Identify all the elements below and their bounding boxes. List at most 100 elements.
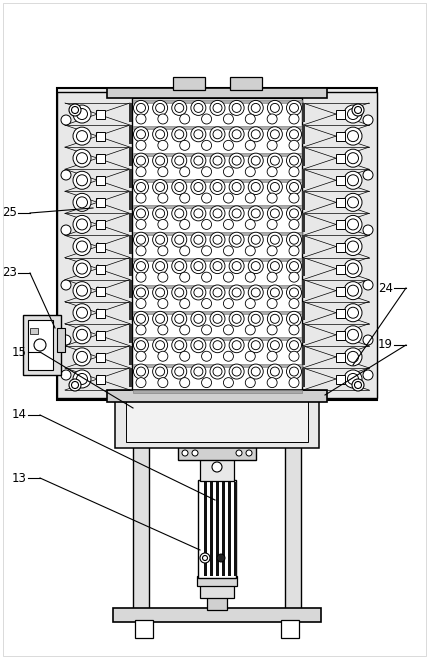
Bar: [234, 482, 237, 576]
Bar: [302, 235, 305, 254]
Circle shape: [248, 179, 263, 194]
Circle shape: [210, 153, 225, 168]
Circle shape: [136, 272, 146, 282]
Circle shape: [210, 337, 225, 353]
Bar: [129, 214, 132, 232]
Bar: [30, 328, 38, 334]
Circle shape: [229, 232, 244, 247]
Circle shape: [76, 241, 88, 252]
Text: 19: 19: [378, 339, 393, 351]
Circle shape: [287, 337, 302, 353]
Circle shape: [191, 337, 206, 353]
Circle shape: [251, 235, 260, 244]
Circle shape: [229, 258, 244, 273]
Circle shape: [202, 140, 211, 150]
Circle shape: [289, 272, 299, 282]
Circle shape: [76, 197, 88, 208]
Circle shape: [133, 258, 148, 273]
Circle shape: [267, 193, 277, 203]
Circle shape: [158, 246, 168, 256]
Circle shape: [287, 179, 302, 194]
Circle shape: [172, 364, 187, 379]
Circle shape: [267, 179, 282, 194]
Circle shape: [136, 209, 145, 218]
Bar: [133, 179, 302, 182]
Bar: [96, 110, 105, 119]
Circle shape: [229, 285, 244, 300]
Bar: [222, 482, 225, 576]
Bar: [23, 315, 61, 375]
Circle shape: [156, 209, 165, 218]
Bar: [200, 584, 234, 598]
Bar: [336, 308, 345, 318]
Circle shape: [153, 364, 168, 379]
Circle shape: [213, 235, 222, 244]
Circle shape: [73, 215, 91, 233]
Bar: [96, 154, 105, 163]
Circle shape: [172, 206, 187, 221]
Bar: [336, 198, 345, 208]
Circle shape: [270, 367, 279, 376]
Circle shape: [290, 130, 299, 139]
Circle shape: [73, 237, 91, 256]
Circle shape: [133, 311, 148, 326]
Circle shape: [175, 209, 184, 218]
Circle shape: [133, 337, 148, 353]
Bar: [107, 88, 327, 98]
Bar: [302, 103, 305, 122]
Bar: [96, 220, 105, 229]
Circle shape: [180, 114, 190, 124]
Circle shape: [363, 170, 373, 180]
Circle shape: [153, 232, 168, 247]
Circle shape: [267, 299, 277, 308]
Bar: [302, 258, 305, 276]
Circle shape: [194, 103, 203, 113]
Bar: [228, 482, 231, 576]
Circle shape: [73, 149, 91, 167]
Circle shape: [153, 153, 168, 168]
Circle shape: [133, 127, 148, 142]
Circle shape: [158, 325, 168, 335]
Circle shape: [156, 367, 165, 376]
Circle shape: [191, 311, 206, 326]
Circle shape: [136, 325, 146, 335]
Circle shape: [194, 183, 203, 192]
Circle shape: [224, 272, 233, 282]
Bar: [57, 92, 134, 398]
Circle shape: [251, 130, 260, 139]
Circle shape: [347, 153, 359, 163]
Bar: [113, 608, 321, 622]
Circle shape: [289, 140, 299, 150]
Circle shape: [352, 379, 364, 391]
Circle shape: [61, 115, 71, 125]
Circle shape: [175, 288, 184, 297]
Bar: [96, 375, 105, 384]
Circle shape: [210, 232, 225, 247]
Circle shape: [347, 219, 359, 230]
Circle shape: [213, 367, 222, 376]
Circle shape: [136, 103, 145, 113]
Circle shape: [61, 225, 71, 235]
Circle shape: [153, 258, 168, 273]
Circle shape: [267, 258, 282, 273]
Circle shape: [136, 156, 145, 165]
Circle shape: [133, 206, 148, 221]
Circle shape: [136, 167, 146, 177]
Circle shape: [136, 114, 146, 124]
Circle shape: [344, 127, 362, 145]
Circle shape: [290, 288, 299, 297]
Circle shape: [76, 307, 88, 318]
Bar: [336, 132, 345, 141]
Bar: [336, 176, 345, 185]
Circle shape: [245, 272, 255, 282]
Circle shape: [229, 364, 244, 379]
Circle shape: [136, 341, 145, 350]
Bar: [207, 596, 227, 610]
Circle shape: [251, 183, 260, 192]
Circle shape: [289, 378, 299, 387]
Circle shape: [133, 285, 148, 300]
Bar: [96, 287, 105, 296]
Circle shape: [245, 299, 255, 308]
Circle shape: [248, 206, 263, 221]
Circle shape: [212, 462, 222, 472]
